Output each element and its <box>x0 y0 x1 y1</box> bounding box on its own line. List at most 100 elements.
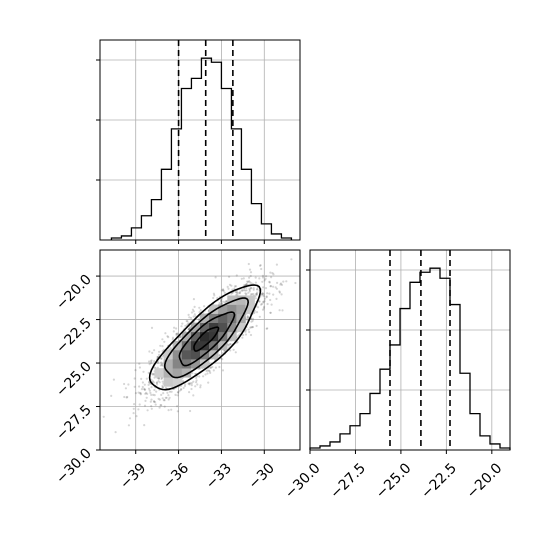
scatter-point <box>190 316 193 320</box>
scatter-point <box>234 351 237 354</box>
scatter-point <box>269 285 272 288</box>
scatter-point <box>285 280 288 283</box>
scatter-point <box>222 288 225 291</box>
scatter-point <box>148 360 151 363</box>
scatter-point <box>221 358 224 361</box>
scatter-point <box>193 313 196 316</box>
scatter-point <box>192 298 195 301</box>
hist2-frame <box>309 249 511 451</box>
scatter-point <box>209 371 212 374</box>
scatter-point <box>125 396 128 399</box>
scatter-x-tick-label: −36 <box>160 460 192 492</box>
scatter-point <box>248 288 251 291</box>
scatter-point <box>132 412 135 415</box>
scatter-point <box>157 377 160 380</box>
density-cell <box>227 304 237 314</box>
scatter-point <box>228 275 231 278</box>
scatter-point <box>270 276 273 279</box>
scatter-point <box>254 276 257 279</box>
density-cell <box>190 322 201 333</box>
scatter-point <box>168 390 171 393</box>
scatter-point <box>211 365 214 369</box>
scatter-point <box>150 386 153 389</box>
scatter-y-axis: −20.0−22.5−25.0−27.5−30.0 <box>53 272 100 487</box>
scatter-point <box>142 370 145 373</box>
scatter-point <box>182 386 185 390</box>
scatter-point <box>272 273 275 276</box>
scatter-point <box>246 280 249 283</box>
scatter-point <box>151 351 154 354</box>
scatter-point <box>206 372 209 375</box>
scatter-point <box>220 302 223 305</box>
scatter-point <box>227 287 230 290</box>
scatter-point <box>213 294 216 297</box>
scatter-point <box>259 264 262 267</box>
scatter-point <box>280 283 284 286</box>
scatter-point <box>186 320 189 323</box>
scatter-point <box>187 328 190 331</box>
scatter-point <box>247 291 250 294</box>
scatter-point <box>174 393 177 396</box>
scatter-point <box>265 295 268 298</box>
scatter-density-panel: −39 −36 −33 −30 −20.0−22.5−25.0−27.5−30.0 <box>53 249 301 493</box>
density-cell <box>227 322 237 333</box>
scatter-point <box>269 311 272 314</box>
scatter-point <box>161 386 164 389</box>
scatter-point <box>256 291 259 294</box>
scatter-point <box>239 290 242 293</box>
density-cell <box>236 322 246 333</box>
scatter-point <box>245 283 248 286</box>
density-cell <box>181 368 192 378</box>
scatter-point <box>226 285 229 288</box>
scatter-point <box>190 387 193 391</box>
density-cell <box>181 359 192 369</box>
scatter-point <box>184 383 187 386</box>
scatter-point <box>242 289 246 292</box>
scatter-point <box>260 267 263 271</box>
scatter-point <box>221 369 225 372</box>
density-cell <box>218 304 228 314</box>
scatter-point <box>143 388 147 391</box>
scatter-point <box>212 296 215 300</box>
scatter-point <box>133 385 136 388</box>
scatter-point <box>249 271 253 274</box>
scatter-point <box>157 397 160 400</box>
scatter-point <box>230 292 233 295</box>
scatter-point <box>155 381 158 384</box>
scatter-point <box>198 311 201 314</box>
scatter-point <box>278 309 281 312</box>
scatter-point <box>260 293 263 296</box>
scatter-point <box>218 354 221 357</box>
density-cell <box>181 340 192 351</box>
scatter-point <box>154 401 157 404</box>
scatter-point <box>256 306 260 309</box>
scatter-point <box>202 375 205 378</box>
scatter-point <box>269 311 272 314</box>
scatter-point <box>255 293 258 296</box>
scatter-point <box>143 383 146 386</box>
scatter-point <box>268 280 271 283</box>
scatter-point <box>150 359 153 362</box>
scatter-point <box>251 326 254 329</box>
scatter-point <box>148 381 151 384</box>
density-cell <box>190 359 201 369</box>
scatter-point <box>242 333 245 337</box>
scatter-point <box>203 305 206 308</box>
scatter-point <box>272 293 275 296</box>
scatter-point <box>255 292 258 295</box>
scatter-point <box>240 289 244 292</box>
density-cell <box>227 295 237 305</box>
scatter-point <box>205 369 208 372</box>
scatter-point <box>158 406 161 409</box>
scatter-point <box>188 383 191 386</box>
scatter-point <box>218 354 221 357</box>
scatter-point <box>173 326 176 329</box>
scatter-point <box>138 403 141 406</box>
scatter-point <box>176 332 179 335</box>
scatter-point <box>160 364 163 367</box>
scatter-point <box>261 308 265 311</box>
scatter-point <box>150 326 154 329</box>
scatter-point <box>254 297 257 300</box>
scatter-point <box>228 344 231 347</box>
